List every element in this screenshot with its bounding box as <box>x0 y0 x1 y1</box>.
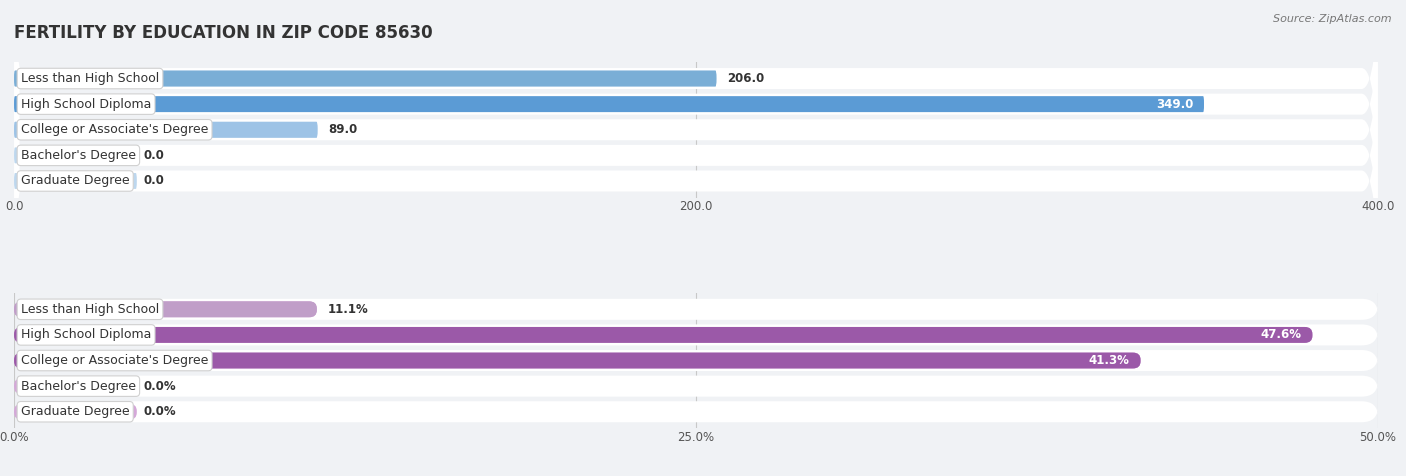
Text: 206.0: 206.0 <box>727 72 765 85</box>
FancyBboxPatch shape <box>14 96 1204 112</box>
FancyBboxPatch shape <box>14 299 1378 320</box>
FancyBboxPatch shape <box>14 350 1378 371</box>
FancyBboxPatch shape <box>14 378 136 394</box>
Text: Bachelor's Degree: Bachelor's Degree <box>21 149 136 162</box>
FancyBboxPatch shape <box>14 17 1378 242</box>
Text: 0.0: 0.0 <box>143 175 165 188</box>
FancyBboxPatch shape <box>14 122 318 138</box>
Text: 0.0: 0.0 <box>143 149 165 162</box>
FancyBboxPatch shape <box>14 404 136 420</box>
FancyBboxPatch shape <box>14 96 1204 112</box>
FancyBboxPatch shape <box>14 0 1378 191</box>
Text: Less than High School: Less than High School <box>21 72 159 85</box>
FancyBboxPatch shape <box>14 401 1378 422</box>
Text: College or Associate's Degree: College or Associate's Degree <box>21 354 208 367</box>
Text: 0.0%: 0.0% <box>143 380 176 393</box>
Text: FERTILITY BY EDUCATION IN ZIP CODE 85630: FERTILITY BY EDUCATION IN ZIP CODE 85630 <box>14 24 433 42</box>
FancyBboxPatch shape <box>14 43 1378 268</box>
FancyBboxPatch shape <box>14 327 1312 343</box>
Text: Graduate Degree: Graduate Degree <box>21 175 129 188</box>
Text: High School Diploma: High School Diploma <box>21 328 152 341</box>
Text: Bachelor's Degree: Bachelor's Degree <box>21 380 136 393</box>
FancyBboxPatch shape <box>14 0 1378 217</box>
Text: 11.1%: 11.1% <box>328 303 368 316</box>
Text: Source: ZipAtlas.com: Source: ZipAtlas.com <box>1274 14 1392 24</box>
Text: College or Associate's Degree: College or Associate's Degree <box>21 123 208 136</box>
FancyBboxPatch shape <box>14 122 318 138</box>
Text: Less than High School: Less than High School <box>21 303 159 316</box>
FancyBboxPatch shape <box>14 353 1140 368</box>
FancyBboxPatch shape <box>14 301 316 317</box>
Text: 89.0: 89.0 <box>329 123 357 136</box>
FancyBboxPatch shape <box>14 301 316 317</box>
FancyBboxPatch shape <box>14 327 1312 343</box>
Text: 349.0: 349.0 <box>1156 98 1194 110</box>
FancyBboxPatch shape <box>14 148 136 163</box>
FancyBboxPatch shape <box>14 69 1378 293</box>
Text: 41.3%: 41.3% <box>1088 354 1129 367</box>
Text: 47.6%: 47.6% <box>1261 328 1302 341</box>
FancyBboxPatch shape <box>14 70 717 87</box>
FancyBboxPatch shape <box>14 353 1140 368</box>
FancyBboxPatch shape <box>14 376 1378 397</box>
FancyBboxPatch shape <box>14 70 717 87</box>
Text: Graduate Degree: Graduate Degree <box>21 405 129 418</box>
Text: 0.0%: 0.0% <box>143 405 176 418</box>
FancyBboxPatch shape <box>14 173 136 189</box>
FancyBboxPatch shape <box>14 325 1378 346</box>
Text: High School Diploma: High School Diploma <box>21 98 152 110</box>
